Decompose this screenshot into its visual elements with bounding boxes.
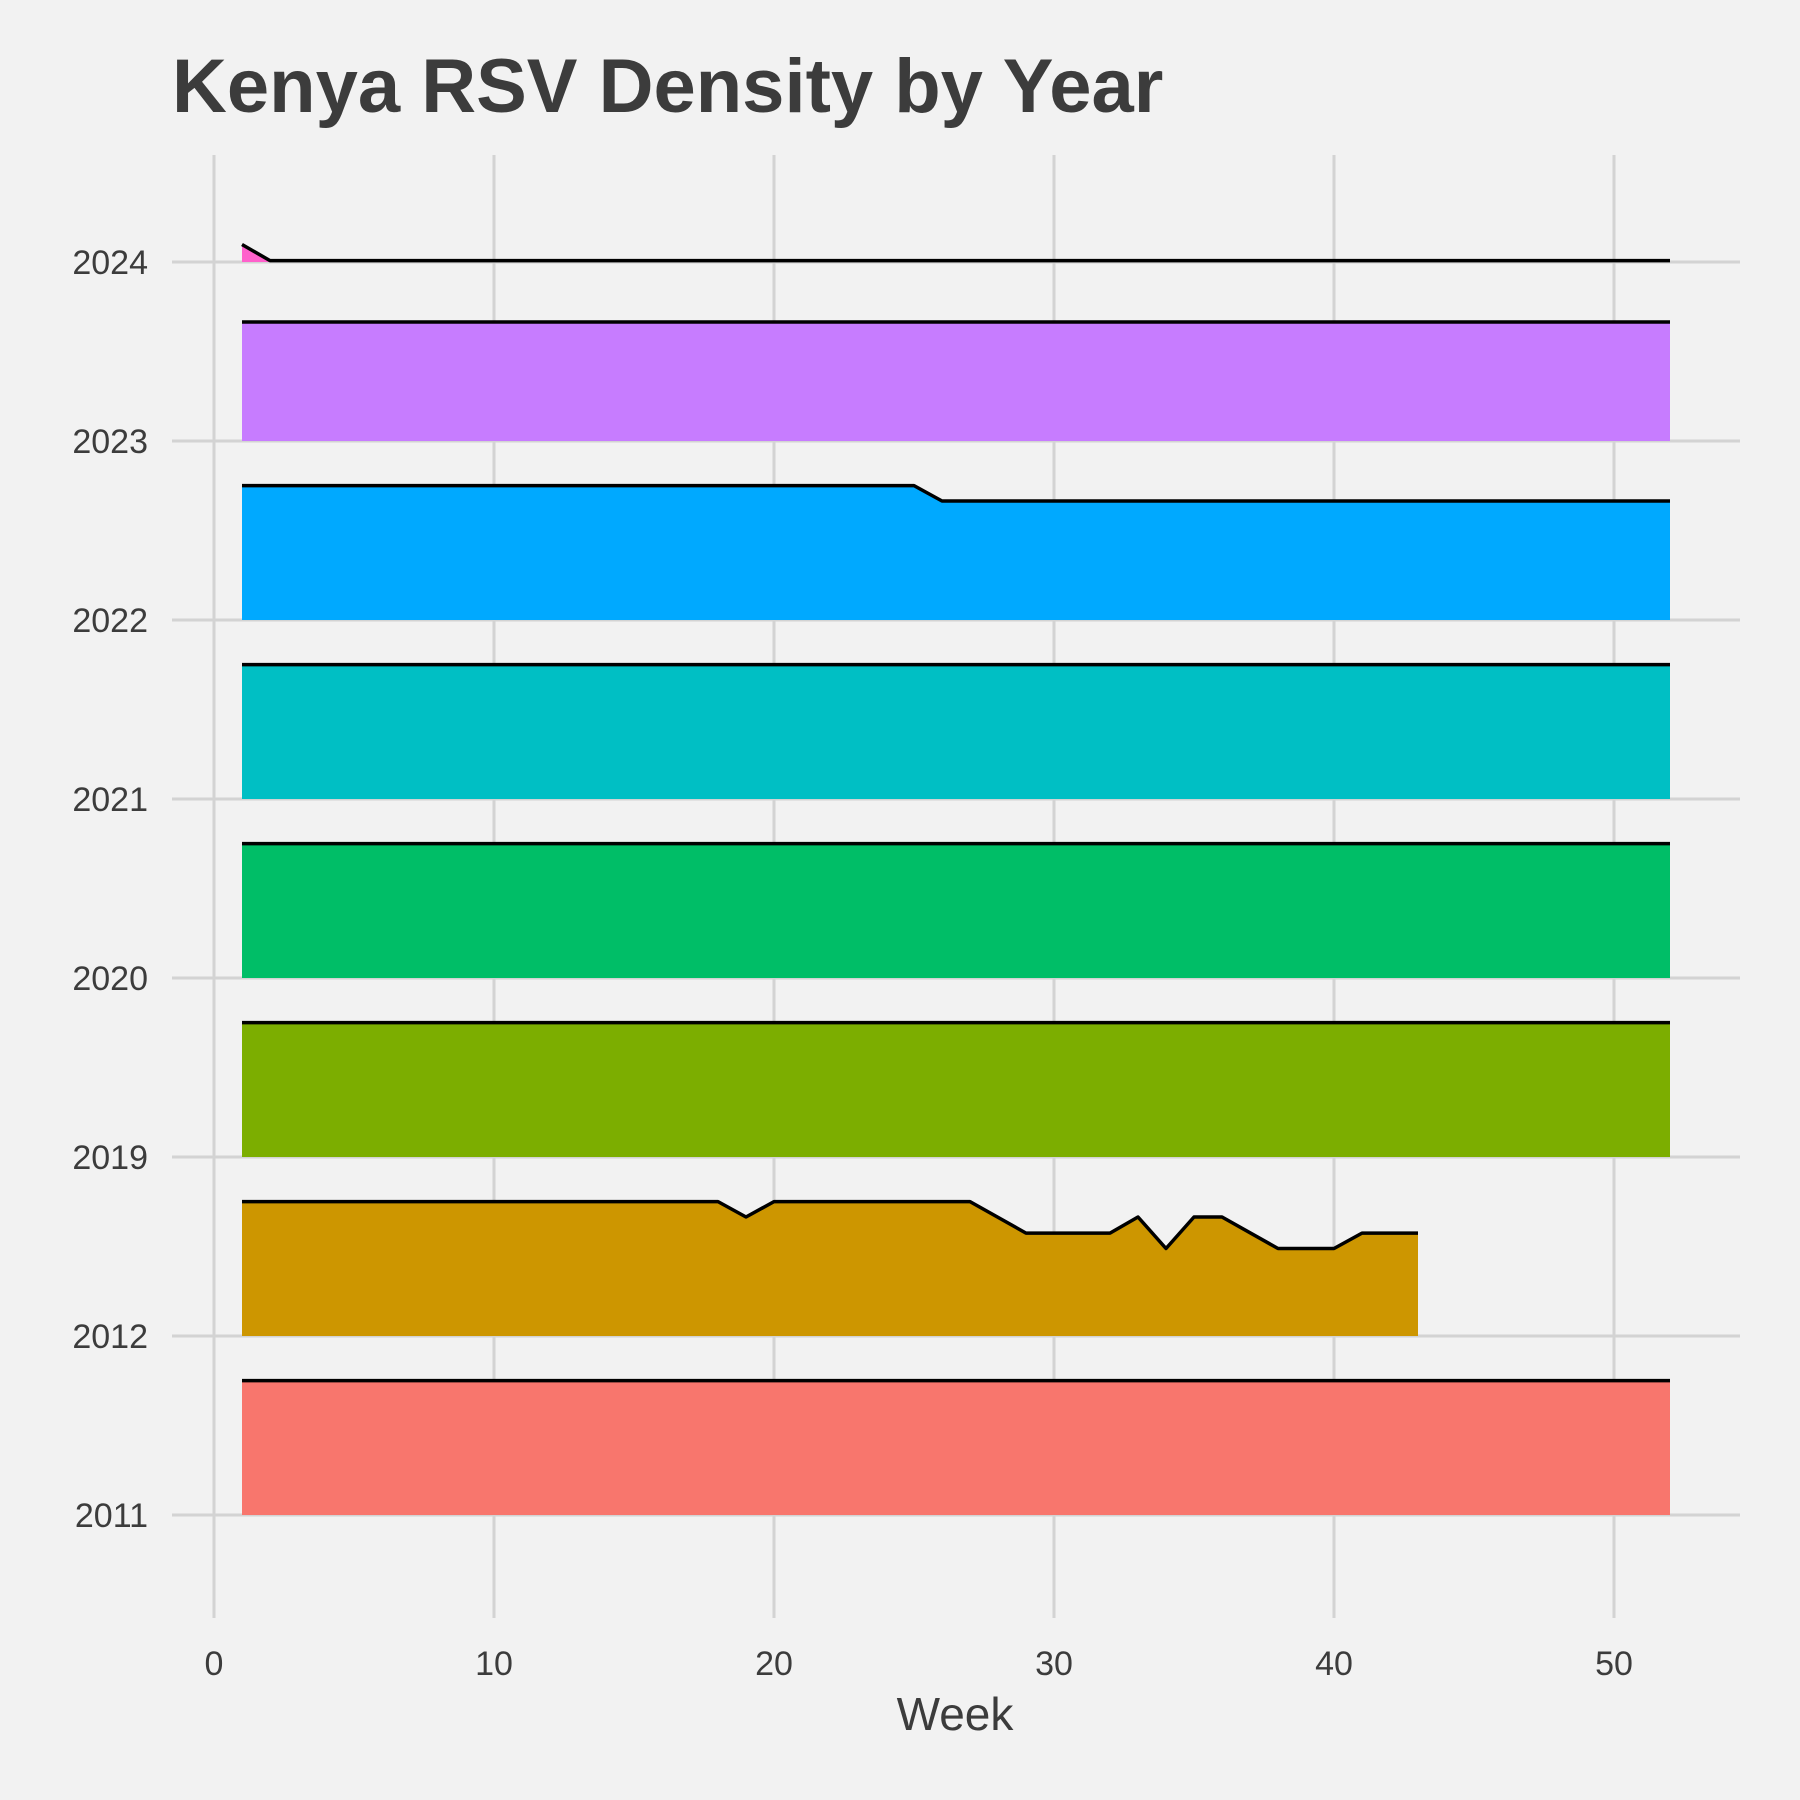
- ridge-outline-2022: [242, 483, 1670, 503]
- ridge-2012: [242, 1199, 1418, 1336]
- ridge-2021: [242, 662, 1670, 799]
- ridges-layer: [241, 242, 1670, 1515]
- x-axis-title: Week: [897, 1688, 1015, 1740]
- y-tick-label: 2019: [72, 1139, 148, 1177]
- ridge-area-2021: [242, 664, 1670, 799]
- ridge-area-2019: [242, 1022, 1670, 1157]
- x-tick-label: 10: [475, 1645, 513, 1683]
- x-tick-label: 30: [1035, 1645, 1073, 1683]
- y-tick-label: 2023: [72, 423, 148, 461]
- ridge-2020: [242, 841, 1670, 978]
- y-tick-labels: 2011 2012 2019 2020 2021 2022 2023 2024: [72, 244, 148, 1535]
- ridge-area-2011: [242, 1380, 1670, 1515]
- chart-title: Kenya RSV Density by Year: [172, 44, 1163, 129]
- ridge-outline-2012: [242, 1199, 1418, 1251]
- x-tick-label: 0: [205, 1645, 224, 1683]
- ridge-area-2020: [242, 843, 1670, 978]
- y-tick-label: 2020: [72, 960, 148, 998]
- y-tick-label: 2012: [72, 1318, 148, 1356]
- y-tick-label: 2024: [72, 244, 148, 282]
- ridge-outline-2024: [241, 242, 1670, 263]
- ridge-2011: [242, 1378, 1670, 1515]
- y-tick-label: 2022: [72, 602, 148, 640]
- x-tick-label: 20: [755, 1645, 793, 1683]
- x-tick-label: 50: [1595, 1645, 1633, 1683]
- ridge-2019: [242, 1020, 1670, 1157]
- ridge-2024: [241, 242, 1670, 263]
- y-tick-label: 2021: [72, 781, 148, 819]
- x-tick-label: 40: [1315, 1645, 1353, 1683]
- ridge-area-2012: [242, 1201, 1418, 1336]
- ridge-area-2023: [242, 322, 1670, 441]
- y-tick-label: 2011: [75, 1497, 148, 1535]
- ridge-2023: [242, 320, 1670, 441]
- x-tick-labels: 0 10 20 30 40 50: [205, 1645, 1633, 1683]
- ridge-area-2022: [242, 485, 1670, 620]
- ridge-2022: [242, 483, 1670, 620]
